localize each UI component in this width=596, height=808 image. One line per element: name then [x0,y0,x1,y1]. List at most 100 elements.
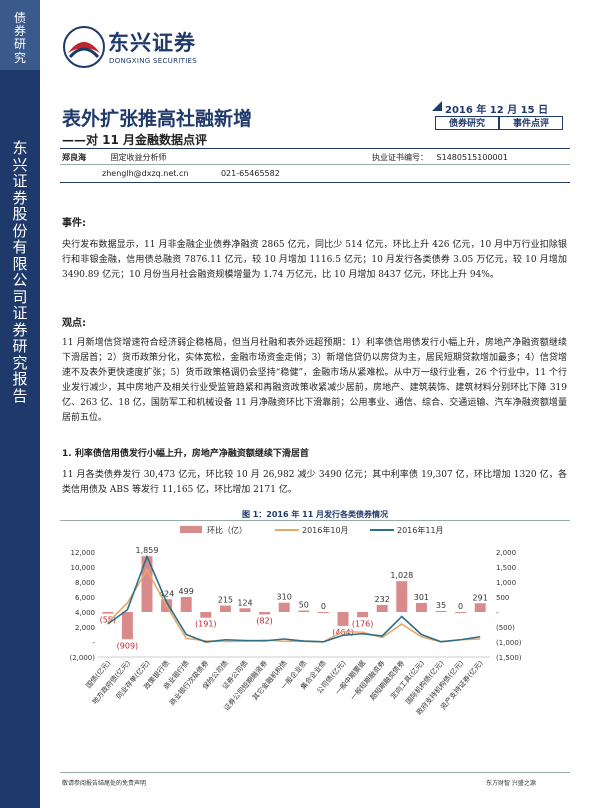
bar-data-label: (464) [332,628,354,637]
bar-data-label: 310 [277,593,292,602]
event-heading: 事件: [62,218,86,229]
y-left-tick-label: 12,000 [71,549,96,557]
chart-bar [102,612,114,614]
y-left-tick-label: (2,000) [69,654,95,662]
sidebar-main-char: 股 [12,205,28,223]
company-logo: 东兴证券 DONGXING SECURITIES [62,25,232,75]
page-title: 表外扩张推高社融新增 [62,108,253,130]
chart-bar [239,608,251,612]
logo-en-text: DONGXING SECURITIES [109,57,198,65]
chart-bar [200,612,212,618]
cert-label: 执业证书编号： [372,153,428,162]
chart-bar [298,610,310,612]
view-heading: 观点: [62,318,86,329]
sidebar-main-char: 公 [12,271,28,289]
sidebar-main-char: 司 [12,287,28,306]
bar-data-label: 35 [436,601,446,610]
y-right-tick-label: 1,000 [496,579,516,587]
bar-data-label: 1,028 [390,571,413,580]
cert-row: 执业证书编号： S1480515100001 [372,152,508,163]
sidebar [0,0,40,808]
divider-bottom [60,182,570,183]
sidebar-top-char: 债 [13,11,26,25]
y-left-tick-label: 2,000 [75,624,95,632]
x-category-label: 定向工具(亿元) [389,658,427,700]
sidebar-main-char: 证 [12,172,28,190]
chart-bar [455,612,467,613]
footer-divider [60,772,570,773]
tag-research-type: 债券研究 [435,116,499,130]
chart-bar [180,597,192,612]
chart-bar [141,556,153,612]
sidebar-main-char: 份 [12,221,28,240]
date-marker-icon [432,101,442,111]
chart-title: 图 1：2016 年 11 月发行各类债券情况 [241,510,389,519]
y-right-tick-label: (500) [496,624,515,632]
bar-data-label: 124 [237,598,252,607]
bar-data-label: (55) [100,616,116,625]
bar-data-label: 215 [218,596,233,605]
bar-data-label: 301 [414,593,429,602]
footer-slogan: 东方财智 兴盛之源 [486,780,536,787]
x-category-label: 超短期融资债券 [368,659,406,702]
sidebar-main-label: 东兴证券股份有限公司证券研究报告 [0,140,40,404]
bar-data-label: 0 [458,602,463,611]
event-paragraph: 央行发布数据显示，11 月非金融企业债券净融资 2865 亿元，同比少 514 … [62,240,567,280]
point1-paragraph: 11 月各类债券发行 30,473 亿元，环比较 10 月 26,982 减少 … [62,470,567,495]
chart-divider [60,520,570,521]
legend-label: 2016年10月 [302,525,349,535]
author-email[interactable]: zhenglh@dxzq.net.cn [102,169,189,178]
sidebar-main-char: 东 [12,139,28,157]
bar-data-label: 50 [299,601,309,610]
view-paragraph: 11 月新增信贷增速符合经济弱企稳格局，但当月社融和表外远超预期：1）利率债信用… [62,338,567,423]
chart-bar [376,605,388,612]
chart-bar [435,610,447,612]
sidebar-top-char: 究 [13,50,26,65]
divider-top [60,148,570,149]
bar-data-label: (191) [195,620,217,629]
sidebar-main-char: 兴 [12,155,28,174]
author-role: 固定收益分析师 [110,153,167,162]
sidebar-main-char: 证 [12,304,28,322]
chart-bar [337,612,349,626]
chart-line-oct [107,568,481,643]
y-left-tick-label: - [92,639,95,647]
chart-bar [259,612,271,615]
y-right-tick-label: 500 [496,594,509,602]
bar-data-label: 291 [473,593,488,602]
logo-cn-text: 东兴证券 [108,30,196,55]
cert-number: S1480515100001 [436,153,508,162]
bar-data-label: 232 [375,595,390,604]
author-row-2: zhenglh@dxzq.net.cn 021-65465582 [62,169,280,178]
x-category-label: 其它金融机构债 [250,659,288,702]
chart-bar [357,612,369,618]
sidebar-top-block [0,0,40,70]
y-right-tick-label: 2,000 [496,549,516,557]
bar-data-label: (909) [117,641,139,650]
bar-data-label: (176) [352,619,374,628]
sidebar-top-char: 券 [13,24,26,39]
sidebar-main-char: 报 [12,370,28,388]
bar-data-label: 499 [179,587,194,596]
sidebar-main-char: 券 [12,320,28,339]
chart-bar [278,602,290,612]
legend-swatch [180,526,202,533]
bar-data-label: 1,859 [136,546,159,555]
author-phone: 021-65465582 [220,169,280,178]
y-left-tick-label: 6,000 [75,594,95,602]
y-right-tick-label: - [496,609,499,617]
sidebar-main-char: 告 [12,386,28,405]
bar-data-label: 0 [321,602,326,611]
chart-bar [121,612,133,640]
bar-data-label: 424 [159,589,174,598]
logo-icon [63,26,105,68]
point1-heading: 1. 利率债信用债发行小幅上升，房地产净融资额继续下滑居首 [62,449,309,459]
bar-data-label: (82) [256,616,272,625]
legend-label: 环比（亿） [207,525,247,535]
sidebar-main-char: 究 [12,353,28,372]
sidebar-main-char: 有 [12,238,28,256]
y-right-tick-label: (1,500) [496,654,522,662]
report-tags: 债券研究 事件点评 [435,116,563,130]
chart-bar [317,612,329,613]
y-left-tick-label: 10,000 [71,564,96,572]
